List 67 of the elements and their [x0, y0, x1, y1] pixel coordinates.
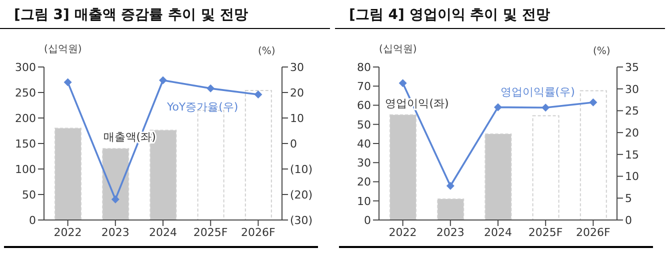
point [398, 79, 407, 88]
point [254, 90, 262, 99]
y2-tick-label: 5 [625, 192, 632, 206]
y-tick-label: 150 [15, 137, 36, 150]
chart-title: [그림 3] 매출액 증감률 추이 및 전망 [0, 0, 330, 29]
y-tick-label: 50 [357, 118, 371, 132]
y-tick-label: 200 [15, 112, 36, 125]
bar [580, 90, 607, 220]
bar [532, 115, 560, 220]
x-tick-label: 2026F [241, 226, 276, 239]
y-axis-title: (십억원) [379, 43, 417, 56]
y-tick-label: 0 [29, 214, 36, 227]
x-tick-label: 2025F [193, 226, 228, 239]
x-tick-label: 2026F [576, 226, 610, 239]
y2-tick-label: 0 [625, 214, 632, 227]
y2-tick-label: 10 [625, 170, 639, 184]
x-tick-label: 2022 [388, 226, 417, 239]
y-tick-label: 30 [357, 156, 371, 170]
y-tick-label: 250 [15, 86, 36, 100]
chart-title: [그림 4] 영업이익 추이 및 전망 [335, 0, 665, 29]
x-tick-label: 2022 [54, 226, 82, 239]
series-label: YoY증가율(우) [166, 100, 238, 114]
y2-tick-label: 10 [290, 112, 304, 125]
y-tick-label: 40 [357, 137, 371, 150]
y2-tick-label: 0 [290, 137, 297, 150]
y2-tick-label: 15 [625, 148, 639, 162]
point [542, 104, 550, 112]
point [494, 103, 502, 112]
y-tick-label: 300 [15, 60, 36, 74]
bar [437, 198, 464, 220]
bar [244, 90, 272, 220]
y2-tick-label: 30 [625, 82, 639, 96]
y-tick-label: 80 [357, 60, 371, 74]
y-tick-label: 70 [357, 80, 371, 94]
x-tick-label: 2024 [149, 226, 177, 239]
y2-axis-title: (%) [593, 46, 610, 57]
point [111, 195, 120, 204]
point [206, 84, 215, 92]
y2-tick-label: 25 [625, 104, 639, 118]
y-tick-label: 60 [357, 99, 371, 112]
point [589, 98, 598, 106]
y2-tick-label: (20) [290, 188, 313, 202]
y-tick-label: 50 [22, 188, 36, 202]
bar [102, 148, 130, 220]
y2-tick-label: 20 [290, 86, 304, 100]
y-tick-label: 20 [357, 176, 371, 189]
point [159, 76, 167, 84]
series-label: 영업이익률(우) [500, 86, 575, 99]
y-axis-title: (십억원) [44, 43, 82, 56]
y2-axis-title: (%) [258, 46, 276, 57]
y2-tick-label: 30 [290, 60, 304, 74]
y-tick-label: 0 [364, 214, 371, 227]
y2-tick-label: (30) [290, 214, 313, 227]
x-tick-label: 2025F [528, 226, 563, 239]
y-tick-label: 10 [357, 194, 371, 208]
y2-tick-label: 35 [625, 60, 639, 74]
point [446, 182, 454, 190]
x-tick-label: 2023 [436, 226, 464, 239]
y2-tick-label: (10) [290, 162, 313, 176]
bar [390, 114, 416, 220]
bar [54, 128, 82, 220]
x-tick-label: 2023 [101, 226, 130, 239]
y2-tick-label: 20 [625, 126, 639, 140]
bar [484, 133, 512, 220]
x-tick-label: 2024 [484, 226, 512, 239]
y-tick-label: 100 [15, 162, 36, 176]
point [64, 78, 72, 86]
